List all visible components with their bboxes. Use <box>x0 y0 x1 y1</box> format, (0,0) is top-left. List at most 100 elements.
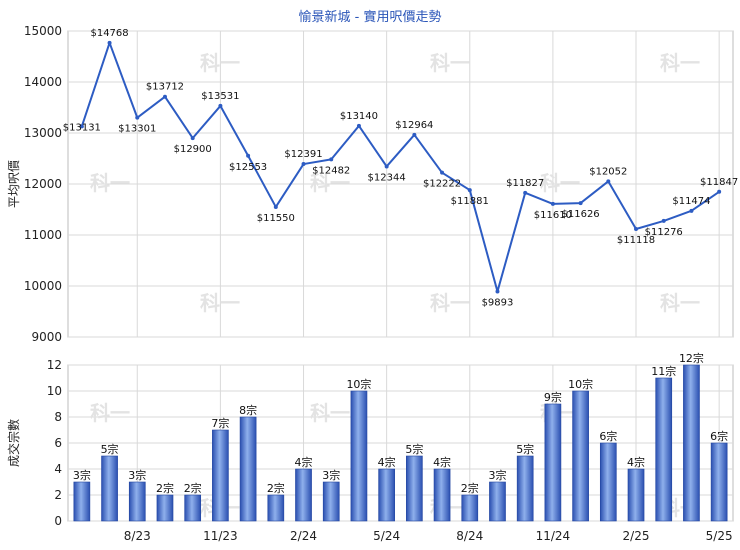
price-point <box>523 190 528 195</box>
volume-bar <box>461 494 479 522</box>
volume-bar-label: 2宗 <box>461 481 479 495</box>
price-point <box>273 204 278 209</box>
x-tick-label: 2/25 <box>623 529 650 543</box>
price-point-label: $11827 <box>506 178 544 189</box>
volume-bar-label: 10宗 <box>568 377 593 391</box>
volume-bar-label: 4宗 <box>433 455 451 469</box>
watermark-text: 科一 <box>660 291 700 315</box>
volume-bar <box>184 494 202 522</box>
volume-bar <box>433 468 451 522</box>
volume-y-tick-label: 10 <box>47 384 62 398</box>
volume-bar <box>101 455 118 522</box>
price-y-tick-label: 10000 <box>24 279 62 293</box>
watermark-text: 科一 <box>540 171 580 195</box>
price-point <box>578 201 583 206</box>
watermark-text: 科一 <box>200 51 240 75</box>
price-point <box>606 179 611 184</box>
price-point <box>634 226 639 231</box>
volume-bar <box>267 494 285 522</box>
volume-bar-label: 5宗 <box>405 442 423 456</box>
price-point <box>495 289 500 294</box>
volume-bar-label: 3宗 <box>322 468 340 482</box>
price-point <box>301 162 306 167</box>
price-point <box>689 208 694 213</box>
price-point <box>440 170 445 175</box>
volume-bar <box>627 468 645 522</box>
volume-bar-label: 5宗 <box>516 442 534 456</box>
price-y-tick-label: 15000 <box>24 24 62 38</box>
volume-bar <box>73 481 91 522</box>
x-tick-label: 11/24 <box>536 529 571 543</box>
price-point <box>356 123 361 128</box>
price-point <box>218 103 223 108</box>
volume-bar <box>572 390 589 522</box>
volume-y-tick-label: 0 <box>54 514 62 528</box>
volume-bar-label: 11宗 <box>651 364 676 378</box>
price-y-axis-label: 平均呎價 <box>7 160 21 208</box>
price-point-label: $12900 <box>174 144 212 155</box>
volume-bar-label: 2宗 <box>184 481 202 495</box>
price-y-tick-label: 13000 <box>24 126 62 140</box>
x-tick-label: 11/23 <box>203 529 238 543</box>
volume-bar-label: 3宗 <box>128 468 146 482</box>
price-point <box>190 136 195 141</box>
price-point-label: $13140 <box>340 111 378 122</box>
price-point <box>467 188 472 193</box>
watermark-text: 科一 <box>660 51 700 75</box>
x-tick-label: 5/24 <box>373 529 400 543</box>
price-point-label: $12222 <box>423 179 461 190</box>
volume-bar-label: 4宗 <box>295 455 313 469</box>
price-point-label: $12391 <box>284 149 322 160</box>
price-point-label: $9893 <box>482 297 514 308</box>
volume-y-tick-label: 8 <box>54 410 62 424</box>
price-point-label: $13531 <box>201 91 239 102</box>
price-point <box>412 132 417 137</box>
volume-bar <box>489 481 506 522</box>
price-point-label: $11474 <box>672 196 710 207</box>
price-point <box>246 153 251 158</box>
price-point <box>384 164 389 169</box>
volume-bar-label: 2宗 <box>267 481 285 495</box>
price-point-label: $12344 <box>368 172 406 183</box>
price-point <box>661 218 666 223</box>
watermark-text: 科一 <box>310 171 350 195</box>
price-point-label: $11847 <box>700 177 738 188</box>
watermark-text: 科一 <box>90 171 130 195</box>
volume-y-tick-label: 6 <box>54 436 62 450</box>
price-point-label: $12052 <box>589 166 627 177</box>
watermark-text: 科一 <box>90 401 130 425</box>
volume-bar <box>710 442 728 522</box>
volume-bar <box>378 468 395 522</box>
price-point <box>107 40 112 45</box>
volume-bar-label: 6宗 <box>599 429 617 443</box>
x-tick-label: 5/25 <box>706 529 733 543</box>
volume-bar-label: 12宗 <box>679 351 704 365</box>
x-tick-label: 2/24 <box>290 529 317 543</box>
chart-title: 愉景新城 - 實用呎價走勢 <box>299 9 442 25</box>
volume-bar <box>128 481 146 522</box>
volume-bar <box>239 416 257 522</box>
price-line <box>80 41 720 293</box>
volume-bar-label: 2宗 <box>156 481 174 495</box>
volume-bar <box>544 403 562 522</box>
watermark-text: 科一 <box>430 51 470 75</box>
volume-bar <box>350 390 368 522</box>
volume-bar <box>406 455 423 522</box>
price-y-tick-label: 14000 <box>24 75 62 89</box>
price-y-tick-label: 11000 <box>24 228 62 242</box>
volume-bar <box>683 364 700 522</box>
volume-bar-label: 10宗 <box>346 377 371 391</box>
price-point <box>550 201 555 206</box>
volume-bar <box>599 442 617 522</box>
volume-bar-label: 3宗 <box>488 468 506 482</box>
price-point <box>717 189 722 194</box>
price-point-label: $11550 <box>257 213 295 224</box>
price-point <box>135 115 140 120</box>
volume-bar <box>295 468 312 522</box>
volume-bar <box>655 377 673 522</box>
price-point-label: $11881 <box>451 196 489 207</box>
price-point-label: $13131 <box>63 122 101 133</box>
price-y-tick-label: 9000 <box>31 330 62 344</box>
price-point-label: $13712 <box>146 82 184 93</box>
volume-y-tick-label: 2 <box>54 488 62 502</box>
